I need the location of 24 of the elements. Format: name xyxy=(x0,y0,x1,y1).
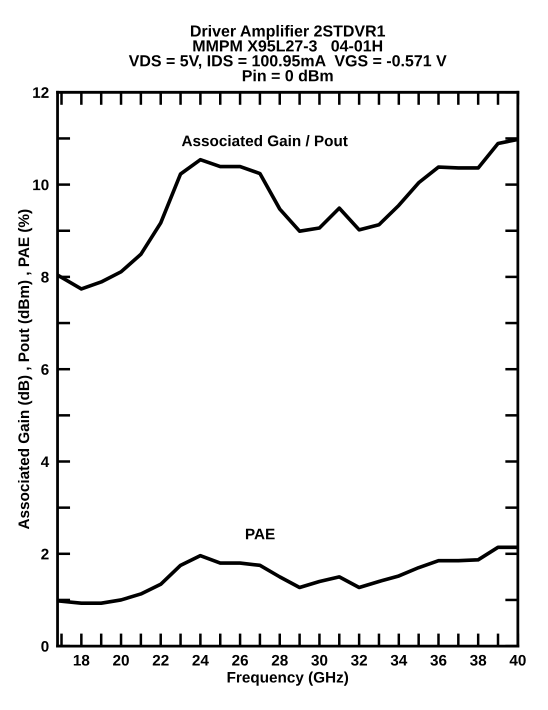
x-tick-label: 22 xyxy=(152,654,169,666)
x-tick-label: 36 xyxy=(430,654,446,666)
y-tick-label: 4 xyxy=(40,456,50,468)
y-tick-label: 10 xyxy=(33,179,49,190)
y-tick-label: 6 xyxy=(41,364,49,375)
y-tick-label: 0 xyxy=(41,640,49,652)
x-tick-label: 18 xyxy=(74,654,90,666)
x-tick-label: 28 xyxy=(272,654,288,666)
series-label: Associated Gain / Pout xyxy=(182,135,348,146)
series-label: PAE xyxy=(246,528,275,540)
y-tick-label: 12 xyxy=(33,87,49,98)
x-tick-label: 24 xyxy=(192,654,209,666)
y-tick-label: 8 xyxy=(41,272,49,283)
x-tick-label: 20 xyxy=(113,654,129,666)
x-tick-label: 30 xyxy=(311,654,328,666)
y-tick-label: 2 xyxy=(41,548,49,560)
x-tick-label: 38 xyxy=(470,654,486,666)
x-tick-label: 34 xyxy=(390,654,408,666)
y-axis-title: Associated Gain (dB) , Pout (dBm) , PAE (%) xyxy=(18,210,32,530)
x-tick-label: 40 xyxy=(510,654,526,666)
x-tick-label: 32 xyxy=(350,654,368,666)
x-tick-label: 26 xyxy=(232,654,248,666)
chart-title: Driver Amplifier 2STDVR1 MMPM X95L27-3 04-01H VDS = 5V, IDS = 100.95mA VGS = -0.571 V Pin = 0 dBm xyxy=(128,24,447,82)
x-axis-title: Frequency (GHz) xyxy=(228,671,348,686)
